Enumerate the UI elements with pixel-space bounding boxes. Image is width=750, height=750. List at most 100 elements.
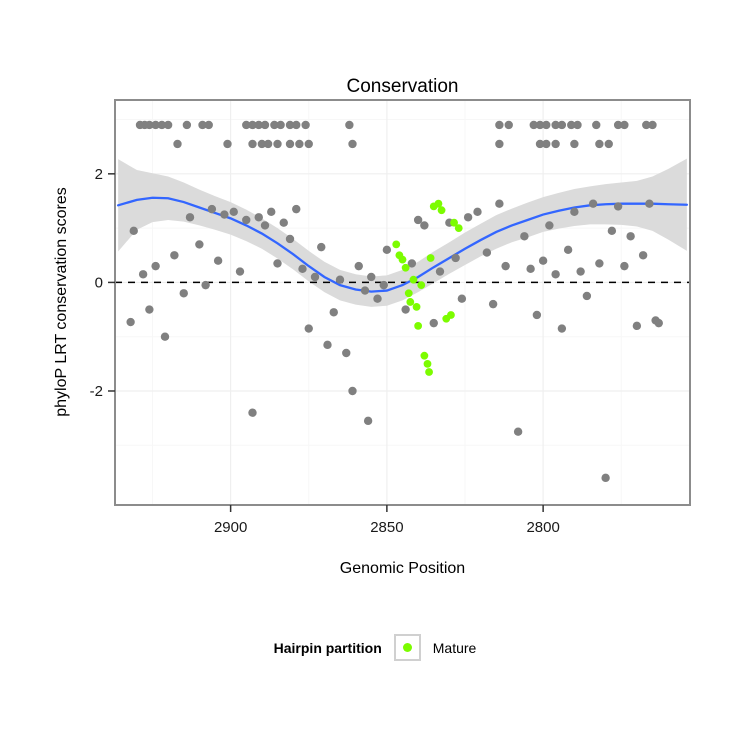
scatter-point bbox=[645, 199, 654, 208]
scatter-point bbox=[235, 267, 245, 276]
scatter-point bbox=[345, 120, 354, 130]
scatter-point bbox=[151, 120, 160, 130]
mature-point bbox=[450, 218, 458, 227]
scatter-point bbox=[292, 204, 301, 214]
legend-title: Hairpin partition bbox=[273, 639, 382, 656]
scatter-point bbox=[182, 120, 192, 130]
scatter-point bbox=[267, 207, 276, 217]
mature-point bbox=[414, 321, 423, 330]
legend: Hairpin partition Mature bbox=[0, 634, 750, 661]
scatter-point bbox=[551, 270, 560, 279]
legend-key bbox=[393, 634, 421, 661]
scatter-point bbox=[545, 221, 554, 230]
scatter-point bbox=[157, 120, 167, 130]
scatter-point bbox=[129, 226, 138, 236]
scatter-point bbox=[254, 213, 263, 222]
mature-point bbox=[398, 255, 407, 264]
scatter-point bbox=[601, 473, 610, 483]
scatter-point bbox=[501, 261, 510, 271]
scatter-point bbox=[654, 318, 663, 328]
mature-point bbox=[447, 311, 455, 319]
scatter-point bbox=[270, 120, 279, 130]
scatter-point bbox=[542, 139, 551, 149]
y-tick-label: -2 bbox=[90, 383, 103, 400]
legend-label-mature: Mature bbox=[432, 639, 477, 656]
scatter-point bbox=[170, 251, 179, 260]
scatter-point bbox=[145, 305, 154, 314]
scatter-point bbox=[185, 213, 195, 222]
mature-point bbox=[434, 199, 443, 208]
scatter-point bbox=[179, 289, 188, 298]
scatter-point bbox=[160, 332, 170, 341]
mature-point bbox=[404, 289, 413, 298]
scatter-point bbox=[248, 139, 257, 149]
scatter-point bbox=[207, 204, 217, 214]
scatter-point bbox=[220, 210, 229, 219]
x-tick-label: 2800 bbox=[526, 519, 559, 536]
scatter-point bbox=[604, 139, 613, 149]
scatter-point bbox=[538, 256, 548, 265]
scatter-point bbox=[638, 251, 648, 260]
scatter-point bbox=[451, 253, 460, 263]
scatter-point bbox=[488, 299, 498, 309]
mature-point bbox=[392, 240, 401, 249]
scatter-point bbox=[373, 294, 382, 303]
scatter-point bbox=[151, 261, 160, 271]
scatter-point bbox=[342, 348, 351, 358]
scatter-point bbox=[576, 267, 585, 276]
scatter-point bbox=[204, 120, 213, 130]
scatter-point bbox=[242, 120, 251, 130]
scatter-point bbox=[595, 139, 604, 149]
scatter-point bbox=[526, 264, 535, 274]
scatter-point bbox=[145, 120, 154, 130]
scatter-point bbox=[626, 232, 635, 241]
scatter-point bbox=[242, 215, 251, 225]
scatter-point bbox=[504, 120, 513, 130]
mature-point bbox=[409, 275, 418, 284]
scatter-point bbox=[613, 120, 623, 130]
chart-title: Conservation bbox=[346, 76, 459, 97]
scatter-point bbox=[195, 240, 204, 249]
scatter-point bbox=[551, 120, 560, 130]
scatter-point bbox=[420, 221, 429, 230]
scatter-point bbox=[620, 120, 629, 130]
scatter-point bbox=[248, 408, 257, 417]
scatter-point bbox=[257, 139, 267, 149]
scatter-point bbox=[126, 317, 135, 327]
scatter-point bbox=[273, 259, 282, 268]
scatter-point bbox=[407, 259, 417, 268]
scatter-point bbox=[535, 120, 545, 130]
mature-point bbox=[401, 263, 410, 272]
scatter-point bbox=[354, 261, 363, 271]
scatter-point bbox=[463, 213, 473, 222]
y-tick-label: 0 bbox=[95, 274, 103, 291]
x-tick-label: 2850 bbox=[370, 519, 403, 536]
scatter-point bbox=[482, 248, 492, 257]
scatter-point bbox=[348, 139, 357, 149]
scatter-point bbox=[620, 261, 629, 271]
y-axis-label: phyloP LRT conservation scores bbox=[53, 187, 70, 417]
mature-point bbox=[454, 224, 463, 233]
scatter-point bbox=[473, 207, 482, 217]
scatter-point bbox=[198, 120, 207, 130]
scatter-point bbox=[573, 120, 582, 130]
mature-point bbox=[437, 206, 446, 215]
scatter-point bbox=[285, 234, 295, 244]
scatter-point bbox=[295, 139, 304, 149]
scatter-point bbox=[301, 120, 310, 130]
scatter-point bbox=[570, 139, 579, 149]
scatter-point bbox=[263, 139, 273, 149]
scatter-point bbox=[379, 280, 388, 290]
scatter-point bbox=[435, 267, 445, 276]
scatter-point bbox=[304, 324, 313, 333]
x-tick-label: 2900 bbox=[214, 519, 247, 536]
scatter-point bbox=[457, 294, 467, 303]
scatter-point bbox=[413, 215, 423, 225]
mature-point bbox=[423, 359, 432, 368]
scatter-point bbox=[557, 120, 567, 130]
scatter-point bbox=[563, 245, 573, 255]
scatter-point bbox=[513, 427, 523, 436]
mature-point-icon bbox=[402, 643, 412, 652]
panel-border bbox=[114, 99, 691, 506]
scatter-point bbox=[292, 120, 301, 130]
